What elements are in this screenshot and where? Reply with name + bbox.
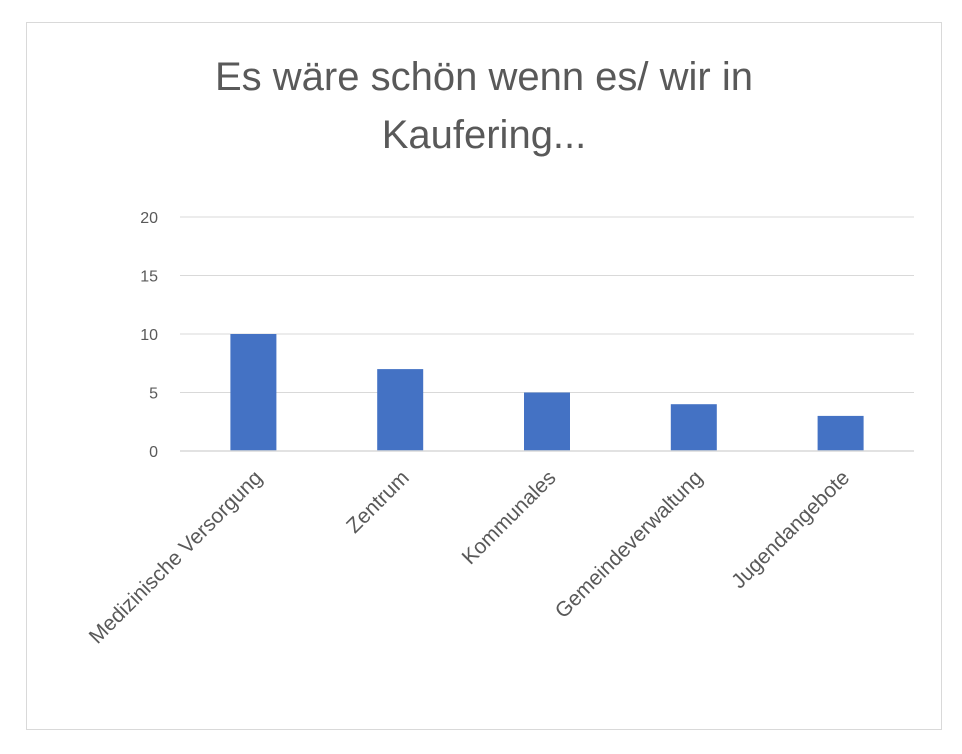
chart-title-line-2: Kaufering...	[381, 113, 587, 157]
x-tick-label-2: Kommunales	[458, 466, 561, 569]
bar-0	[230, 334, 277, 451]
y-tick-label-20: 20	[140, 210, 158, 227]
y-tick-label-15: 15	[140, 269, 158, 286]
bar-2	[524, 392, 570, 451]
x-tick-label-3: Gemeindeverwaltung	[551, 466, 708, 623]
bar-3	[670, 404, 717, 451]
chart-title-line-1: Es wäre schön wenn es/ wir in	[214, 55, 753, 99]
x-tick-label-0: Medizinische Versorgung	[85, 466, 267, 648]
x-tick-label-4: Jugendangebote	[727, 466, 854, 593]
x-tick-label-1: Zentrum	[342, 466, 414, 538]
bar-1	[377, 369, 424, 451]
chart-title: Es wäre schön wenn es/ wir in Kaufering.…	[26, 48, 942, 164]
y-tick-label-10: 10	[140, 327, 158, 344]
y-tick-label-5: 5	[149, 386, 158, 403]
y-tick-label-0: 0	[149, 444, 158, 461]
chart-frame	[26, 22, 942, 730]
bar-4	[817, 415, 864, 451]
